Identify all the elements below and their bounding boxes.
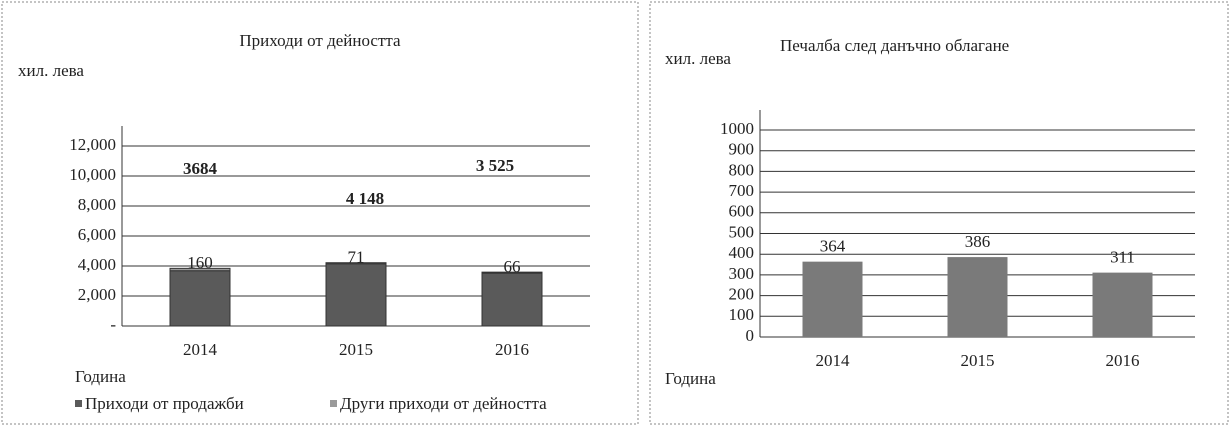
legend-swatch — [330, 400, 337, 407]
data-label: 71 — [348, 248, 365, 267]
y-tick-label: 800 — [729, 160, 755, 179]
legend-label: Други приходи от дейността — [340, 394, 547, 413]
bar-segment — [481, 272, 543, 327]
x-tick-label: 2016 — [495, 340, 529, 359]
right-panel — [649, 1, 1229, 425]
x-tick-label: 2015 — [961, 351, 995, 370]
x-tick-label: 2016 — [1106, 351, 1140, 370]
y-tick-label: 8,000 — [78, 195, 116, 214]
y-tick-label: 700 — [729, 181, 755, 200]
data-label: 4 148 — [346, 189, 384, 208]
y-tick-label: 4,000 — [78, 255, 116, 274]
x-tick-label: 2014 — [816, 351, 851, 370]
y-tick-label: 6,000 — [78, 225, 116, 244]
y-tick-label: 12,000 — [69, 135, 116, 154]
data-label: 66 — [504, 257, 521, 276]
data-label: 364 — [820, 237, 846, 256]
y-tick-label: 300 — [729, 264, 755, 283]
bar-segment — [481, 271, 543, 274]
data-label: 3684 — [183, 159, 218, 178]
legend-swatch — [75, 400, 82, 407]
x-tick-label: 2014 — [183, 340, 218, 359]
bar — [802, 261, 863, 337]
bar-segment — [325, 262, 387, 265]
y-tick-label: 2,000 — [78, 285, 116, 304]
y-tick-label: - — [110, 315, 116, 334]
y-axis-label: хил. лева — [665, 49, 731, 68]
data-label: 160 — [187, 253, 213, 272]
y-tick-label: 10,000 — [69, 165, 116, 184]
bar-segment — [325, 263, 387, 327]
bar — [1092, 272, 1153, 337]
x-tick-label: 2015 — [339, 340, 373, 359]
data-label: 311 — [1110, 248, 1135, 267]
data-label: 386 — [965, 232, 991, 251]
bar — [947, 257, 1008, 337]
bar-segment — [169, 270, 231, 327]
chart-title: Печалба след данъчно облагане — [780, 36, 1009, 55]
data-label: 3 525 — [476, 156, 514, 175]
x-axis-label: Година — [665, 369, 716, 388]
y-tick-label: 600 — [729, 202, 755, 221]
y-tick-label: 500 — [729, 222, 755, 241]
y-tick-label: 900 — [729, 140, 755, 159]
legend-label: Приходи от продажби — [85, 394, 244, 413]
y-axis-label: хил. лева — [18, 61, 84, 80]
y-tick-label: 400 — [729, 243, 755, 262]
y-tick-label: 1000 — [720, 119, 754, 138]
bar-segment — [169, 267, 231, 272]
x-axis-label: Година — [75, 367, 126, 386]
y-tick-label: 200 — [729, 285, 755, 304]
y-tick-label: 0 — [746, 326, 755, 345]
chart-title: Приходи от дейността — [239, 31, 401, 50]
left-panel — [1, 1, 639, 425]
y-tick-label: 100 — [729, 305, 755, 324]
